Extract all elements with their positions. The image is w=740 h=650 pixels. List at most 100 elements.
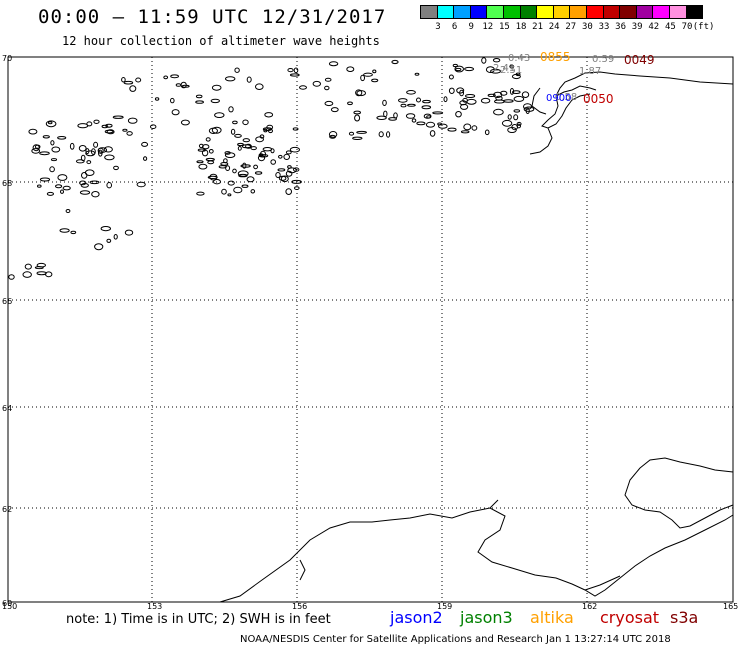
ice-contour: [346, 66, 355, 72]
ice-contour: [196, 160, 204, 164]
ice-contour: [455, 111, 462, 118]
ice-contour: [39, 177, 51, 182]
ice-contour: [495, 95, 503, 101]
ice-contour: [490, 68, 501, 74]
ice-contour: [330, 107, 339, 113]
ice-contour: [312, 80, 321, 87]
satellite-legend-item: jason2: [390, 608, 443, 627]
ice-contour: [129, 85, 137, 92]
ice-contour: [98, 149, 103, 157]
ice-contour: [227, 193, 232, 197]
ice-contour: [93, 141, 99, 148]
ice-contour: [285, 150, 292, 155]
ice-contour: [86, 160, 92, 165]
ice-contour: [241, 144, 252, 149]
ice-contour: [258, 154, 269, 158]
ice-contour: [443, 96, 448, 103]
ice-contour: [39, 151, 50, 156]
ice-contour: [241, 184, 249, 188]
ice-contour: [180, 119, 190, 126]
ice-contour: [393, 112, 398, 119]
ice-contour: [232, 168, 237, 174]
ice-contour: [49, 166, 55, 173]
ice-contour: [363, 72, 373, 77]
ice-contour: [352, 136, 363, 141]
color-scale-tick: 18: [515, 22, 527, 32]
ice-contour: [214, 112, 225, 118]
ice-contour: [104, 129, 114, 134]
ice-contour: [242, 119, 249, 126]
ice-contour: [454, 65, 465, 73]
ice-contour: [255, 136, 265, 143]
ice-contour: [242, 138, 251, 143]
ice-contour: [500, 90, 508, 96]
color-scale-labels: 3 6 9 12 15 18 21 24 27 30 33 36 39 42 45 70 (ft): [421, 22, 740, 36]
coastline-north: [529, 71, 734, 155]
longitude-label: 162: [582, 602, 597, 611]
ice-contour: [47, 121, 53, 125]
ice-contour: [170, 74, 180, 79]
ice-contour: [391, 59, 399, 65]
ice-contour: [448, 74, 454, 80]
ice-contour: [270, 159, 277, 165]
color-scale-tick: 33: [598, 22, 610, 32]
ice-contour: [234, 133, 242, 138]
ice-contour: [485, 66, 495, 73]
ice-contour: [353, 110, 362, 115]
ice-contour: [60, 189, 64, 194]
ice-contour: [465, 94, 476, 98]
color-scale-tick: 36: [615, 22, 627, 32]
ice-contour: [122, 128, 128, 132]
ice-contour: [291, 179, 302, 184]
track-annotation: 2.41: [493, 63, 515, 74]
ice-contour: [141, 141, 149, 147]
ice-contour: [287, 68, 294, 73]
ice-contour: [233, 186, 243, 194]
ice-contour: [480, 97, 491, 104]
map-frame: [7, 56, 734, 603]
ice-contour: [254, 171, 263, 175]
ice-contour: [150, 124, 157, 129]
ice-contour: [501, 119, 513, 127]
ice-contour: [509, 88, 515, 95]
ice-contour: [223, 158, 228, 164]
ice-contour: [438, 123, 448, 129]
ice-contour: [175, 83, 182, 87]
ice-contour: [170, 97, 175, 104]
ice-contour: [205, 137, 211, 142]
satellite-legend-item: altika: [530, 608, 574, 627]
ice-contour: [516, 121, 522, 126]
color-scale-tick: 30: [581, 22, 593, 32]
ice-contour: [452, 63, 458, 68]
ice-contour: [238, 173, 248, 178]
ice-contour: [163, 75, 169, 80]
color-scale-tick: 39: [631, 22, 643, 32]
ice-contour: [386, 131, 391, 138]
ice-contour: [91, 191, 100, 198]
ice-contour: [299, 85, 307, 90]
track-annotation: 0900: [546, 93, 571, 104]
ice-contour: [32, 144, 40, 152]
ice-contour: [211, 84, 222, 91]
ice-contour: [432, 111, 444, 115]
ice-contour: [78, 145, 87, 152]
ice-contour: [523, 103, 532, 110]
longitude-label: 156: [292, 602, 307, 611]
ice-contour: [100, 226, 112, 232]
color-scale-tick: 3: [435, 22, 441, 32]
color-swatches: [420, 5, 704, 19]
ice-contour: [224, 152, 236, 159]
ice-contour: [405, 113, 416, 119]
ice-contour: [509, 64, 515, 69]
ice-contour: [289, 73, 300, 77]
ice-contour: [210, 98, 221, 104]
ice-contour: [135, 77, 142, 83]
ice-contour: [112, 115, 124, 119]
ice-contour: [250, 146, 257, 151]
ice-contour: [455, 67, 462, 72]
ice-contour: [507, 127, 517, 133]
track-annotation: 1.87: [579, 66, 601, 77]
longitude-label: 150: [2, 602, 17, 611]
